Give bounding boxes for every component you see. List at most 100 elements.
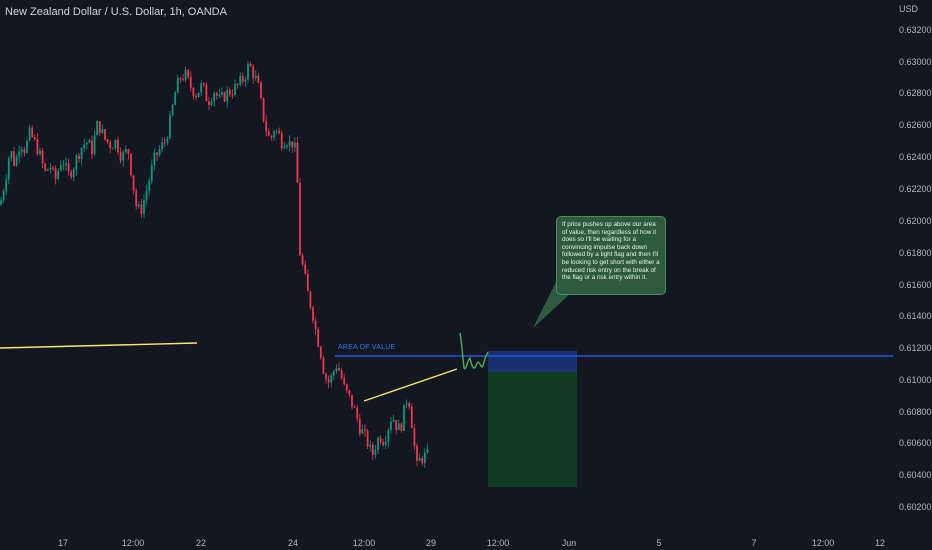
candle-body (348, 390, 351, 395)
candle-body (135, 190, 138, 207)
price-label: 0.61200 (899, 343, 932, 353)
candle-body (93, 135, 96, 155)
candle-body (44, 163, 47, 171)
price-label: 0.61000 (899, 375, 932, 385)
time-label: 12 (874, 538, 886, 548)
candle-body (85, 142, 88, 145)
candle-body (293, 142, 296, 148)
candle-body (270, 135, 273, 138)
candle-body (366, 430, 369, 447)
candle-body (189, 76, 192, 88)
candle-body (111, 148, 114, 150)
price-chart[interactable] (0, 0, 893, 530)
symbol-title[interactable]: New Zealand Dollar / U.S. Dollar, 1h, OA… (5, 6, 227, 18)
candle-body (397, 423, 400, 430)
time-label: 22 (195, 538, 207, 548)
candle-body (179, 78, 182, 80)
candle-body (202, 83, 205, 85)
candle-body (387, 429, 390, 442)
candle-body (382, 442, 385, 446)
candle-body (312, 307, 314, 321)
candle-body (122, 152, 125, 161)
candle-body (280, 133, 283, 149)
candle-body (322, 357, 325, 374)
candle-body (88, 140, 91, 143)
time-label: 12:00 (811, 538, 835, 548)
candle-body (117, 139, 119, 153)
candle-body (309, 291, 312, 308)
projected-price-path[interactable] (459, 332, 489, 370)
candle-body (20, 149, 23, 152)
candle-body (351, 394, 353, 407)
time-label: 29 (425, 538, 437, 548)
candle-body (345, 384, 348, 391)
candle-body (221, 92, 223, 95)
price-label: 0.60600 (899, 438, 932, 448)
candle-body (36, 138, 39, 155)
trend-line-flag[interactable] (363, 368, 458, 402)
candle-body (273, 131, 275, 138)
time-label: 12:00 (121, 538, 145, 548)
chart-pane[interactable]: New Zealand Dollar / U.S. Dollar, 1h, OA… (0, 0, 893, 550)
candle-body (260, 82, 262, 98)
candle-body (262, 97, 265, 121)
candle-body (184, 70, 187, 80)
candle-body (275, 130, 278, 132)
candle-body (156, 152, 158, 155)
candle-body (418, 457, 421, 461)
candle-body (31, 127, 34, 138)
profit-target-zone[interactable] (488, 372, 577, 487)
callout-note[interactable]: If price pushes up above our area of val… (556, 216, 666, 295)
candle-body (148, 180, 151, 191)
candle-body (332, 371, 335, 376)
candle-body (278, 130, 281, 134)
candle-body (304, 264, 307, 274)
candle-body (65, 163, 67, 165)
candle-body (358, 418, 361, 434)
candle-body (265, 120, 268, 132)
price-label: 0.62000 (899, 216, 932, 226)
candle-body (195, 96, 197, 98)
candle-body (145, 190, 148, 201)
candle-body (408, 403, 411, 407)
candle-body (153, 152, 156, 166)
stop-loss-zone[interactable] (488, 351, 577, 372)
candle-body (228, 89, 231, 95)
candle-body (421, 457, 424, 463)
price-label: 0.62800 (899, 88, 932, 98)
candle-body (83, 144, 86, 148)
candle-body (176, 78, 179, 93)
time-axis[interactable]: 17 12:00 22 24 12:00 29 12:00 Jun 5 7 12:00 12 (0, 530, 893, 550)
candle-body (361, 429, 364, 434)
candle-body (208, 101, 210, 106)
candle-body (192, 87, 195, 97)
candle-body (109, 142, 112, 149)
candle-body (124, 149, 127, 153)
candle-body (426, 449, 429, 453)
candle-body (78, 155, 80, 159)
price-label: 0.62400 (899, 152, 932, 162)
candle-body (241, 76, 244, 82)
candle-body (319, 346, 322, 358)
candle-body (416, 445, 418, 461)
candle-body (236, 83, 239, 85)
candle-body (80, 147, 83, 159)
candle-body (140, 204, 143, 214)
candle-body (413, 428, 416, 446)
trend-line-left[interactable] (0, 342, 198, 349)
candle-body (41, 150, 44, 164)
candle-body (28, 127, 31, 141)
candle-body (257, 75, 260, 83)
candle-body (249, 64, 252, 67)
price-axis[interactable]: USD 0.63200 0.63000 0.62800 0.62600 0.62400 0… (893, 0, 932, 550)
candle-body (395, 420, 398, 430)
candle-body (283, 146, 286, 149)
time-label: 17 (57, 538, 69, 548)
candle-body (163, 142, 166, 144)
candle-body (46, 169, 49, 171)
candle-body (119, 152, 122, 161)
time-label: 24 (287, 538, 299, 548)
candle-body (286, 145, 288, 147)
candle-body (143, 200, 145, 214)
time-label: 5 (656, 538, 662, 548)
